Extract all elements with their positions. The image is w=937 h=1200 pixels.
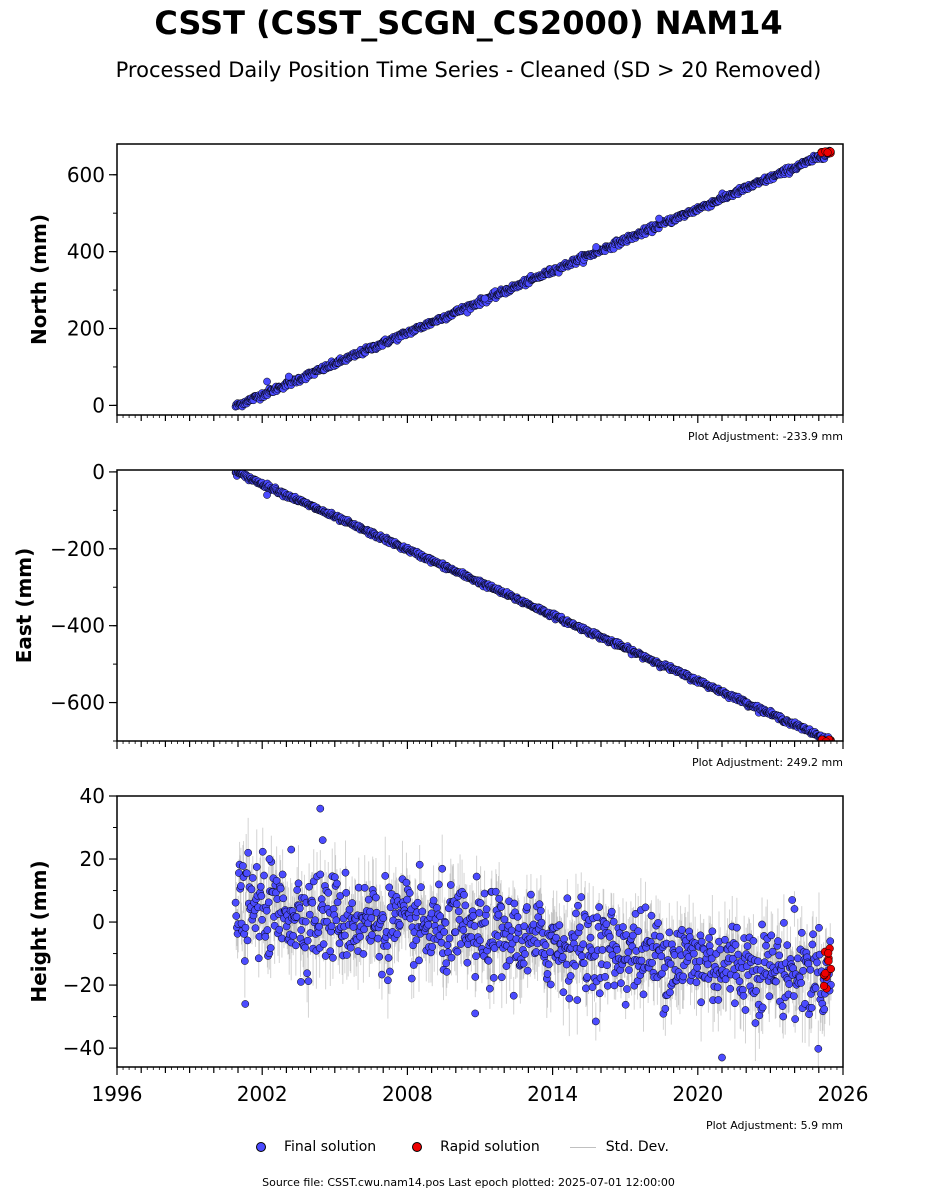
y-tick-label: 600 — [67, 163, 105, 187]
final-solution-point — [262, 906, 271, 915]
final-solution-point — [241, 923, 250, 932]
final-solution-point — [251, 924, 260, 933]
final-solution-point — [305, 910, 314, 919]
final-solution-point — [292, 912, 301, 921]
plot-frame — [116, 143, 844, 416]
final-solution-point — [329, 953, 337, 962]
y-tick-label: 400 — [67, 240, 105, 264]
final-solution-point — [326, 947, 335, 956]
final-solution-point — [263, 491, 271, 499]
y-tick-label: 200 — [67, 317, 105, 341]
final-solution-point — [305, 882, 313, 891]
final-solution-point — [480, 294, 489, 303]
final-solution-point — [319, 940, 328, 948]
final-solution-point — [340, 931, 349, 940]
final-solution-point — [311, 916, 319, 925]
final-solution-point — [266, 944, 275, 952]
chart-title: CSST (CSST_SCGN_CS2000) NAM14 — [154, 4, 783, 42]
panel-2: 0 −200 −400 −600 East (mm) Plot Adjustment: 2… — [12, 460, 844, 769]
y-tick-label: 0 — [92, 460, 105, 484]
final-solution-point — [655, 214, 663, 223]
final-solution-point — [308, 898, 317, 907]
final-solution-point — [252, 863, 261, 871]
final-solution-point — [289, 931, 298, 940]
final-solution-point — [256, 882, 265, 891]
final-solution-point — [284, 372, 293, 381]
y-tick-label: 0 — [92, 393, 105, 417]
final-solution-point — [348, 899, 356, 907]
final-solution-point — [303, 936, 312, 945]
final-solution-point — [239, 862, 247, 870]
plot-adjustment-note: Plot Adjustment: -233.9 mm — [688, 430, 843, 443]
final-solution-point — [336, 892, 345, 900]
rapid-solution-point — [823, 148, 832, 157]
final-solution-point — [248, 874, 257, 882]
plot-area — [231, 804, 835, 1067]
final-solution-point — [321, 952, 330, 960]
final-solution-point — [303, 969, 311, 978]
final-solution-point — [304, 977, 313, 985]
final-solution-point — [297, 926, 305, 934]
final-solution-point — [263, 377, 271, 386]
final-solution-point — [592, 243, 601, 251]
final-solution-point — [279, 894, 288, 903]
final-solution-point — [254, 954, 263, 963]
final-solution-point — [258, 847, 267, 856]
final-solution-point — [247, 885, 256, 894]
final-solution-point — [327, 922, 336, 931]
y-axis-label: North (mm) — [27, 214, 51, 345]
final-solution-point — [264, 898, 273, 907]
final-solution-point — [342, 951, 351, 959]
final-solution-point — [301, 917, 310, 926]
final-solution-point — [241, 957, 249, 965]
plot-area — [231, 146, 835, 411]
final-solution-point — [333, 879, 341, 888]
final-solution-point — [242, 869, 251, 878]
final-solution-point — [295, 904, 304, 913]
y-tick-label: −600 — [50, 691, 105, 715]
panel-1: 0 200 400 600 North (mm) Plot Adjustment: -23… — [27, 143, 844, 443]
final-solution-point — [316, 870, 325, 879]
final-solution-point — [261, 932, 270, 941]
y-axis-label: East (mm) — [12, 548, 36, 664]
final-solution-point — [324, 888, 333, 897]
y-tick-label: −200 — [50, 537, 105, 561]
final-solution-point — [232, 912, 241, 920]
final-solution-point — [332, 916, 341, 925]
plot-area — [231, 470, 835, 741]
final-solution-point — [342, 888, 351, 897]
final-solution-point — [335, 939, 344, 948]
final-solution-point — [301, 943, 309, 952]
y-tick-label: −400 — [50, 614, 105, 638]
final-solution-point — [345, 905, 354, 914]
final-solution-point — [294, 879, 303, 888]
final-solution-point — [260, 871, 268, 880]
final-solution-point — [346, 943, 355, 952]
final-solution-point — [263, 926, 272, 934]
final-solution-point — [244, 848, 253, 857]
final-solution-point — [257, 892, 266, 900]
final-solution-point — [315, 922, 323, 931]
final-solution-point — [272, 876, 281, 885]
chart-subtitle: Processed Daily Position Time Series - C… — [115, 58, 822, 82]
final-solution-point — [231, 898, 240, 907]
final-solution-point — [341, 868, 350, 877]
final-solution-point — [240, 930, 249, 938]
final-solution-point — [291, 941, 300, 950]
final-solution-point — [276, 884, 285, 893]
rapid-solution-point — [821, 737, 831, 741]
final-solution-point — [237, 882, 245, 890]
final-solution-point — [243, 936, 252, 945]
final-solution-point — [293, 886, 302, 894]
final-solution-point — [275, 925, 284, 934]
final-solution-point — [258, 915, 266, 924]
plot-adjustment-note: Plot Adjustment: 249.2 mm — [692, 756, 843, 769]
final-solution-point — [278, 870, 287, 879]
